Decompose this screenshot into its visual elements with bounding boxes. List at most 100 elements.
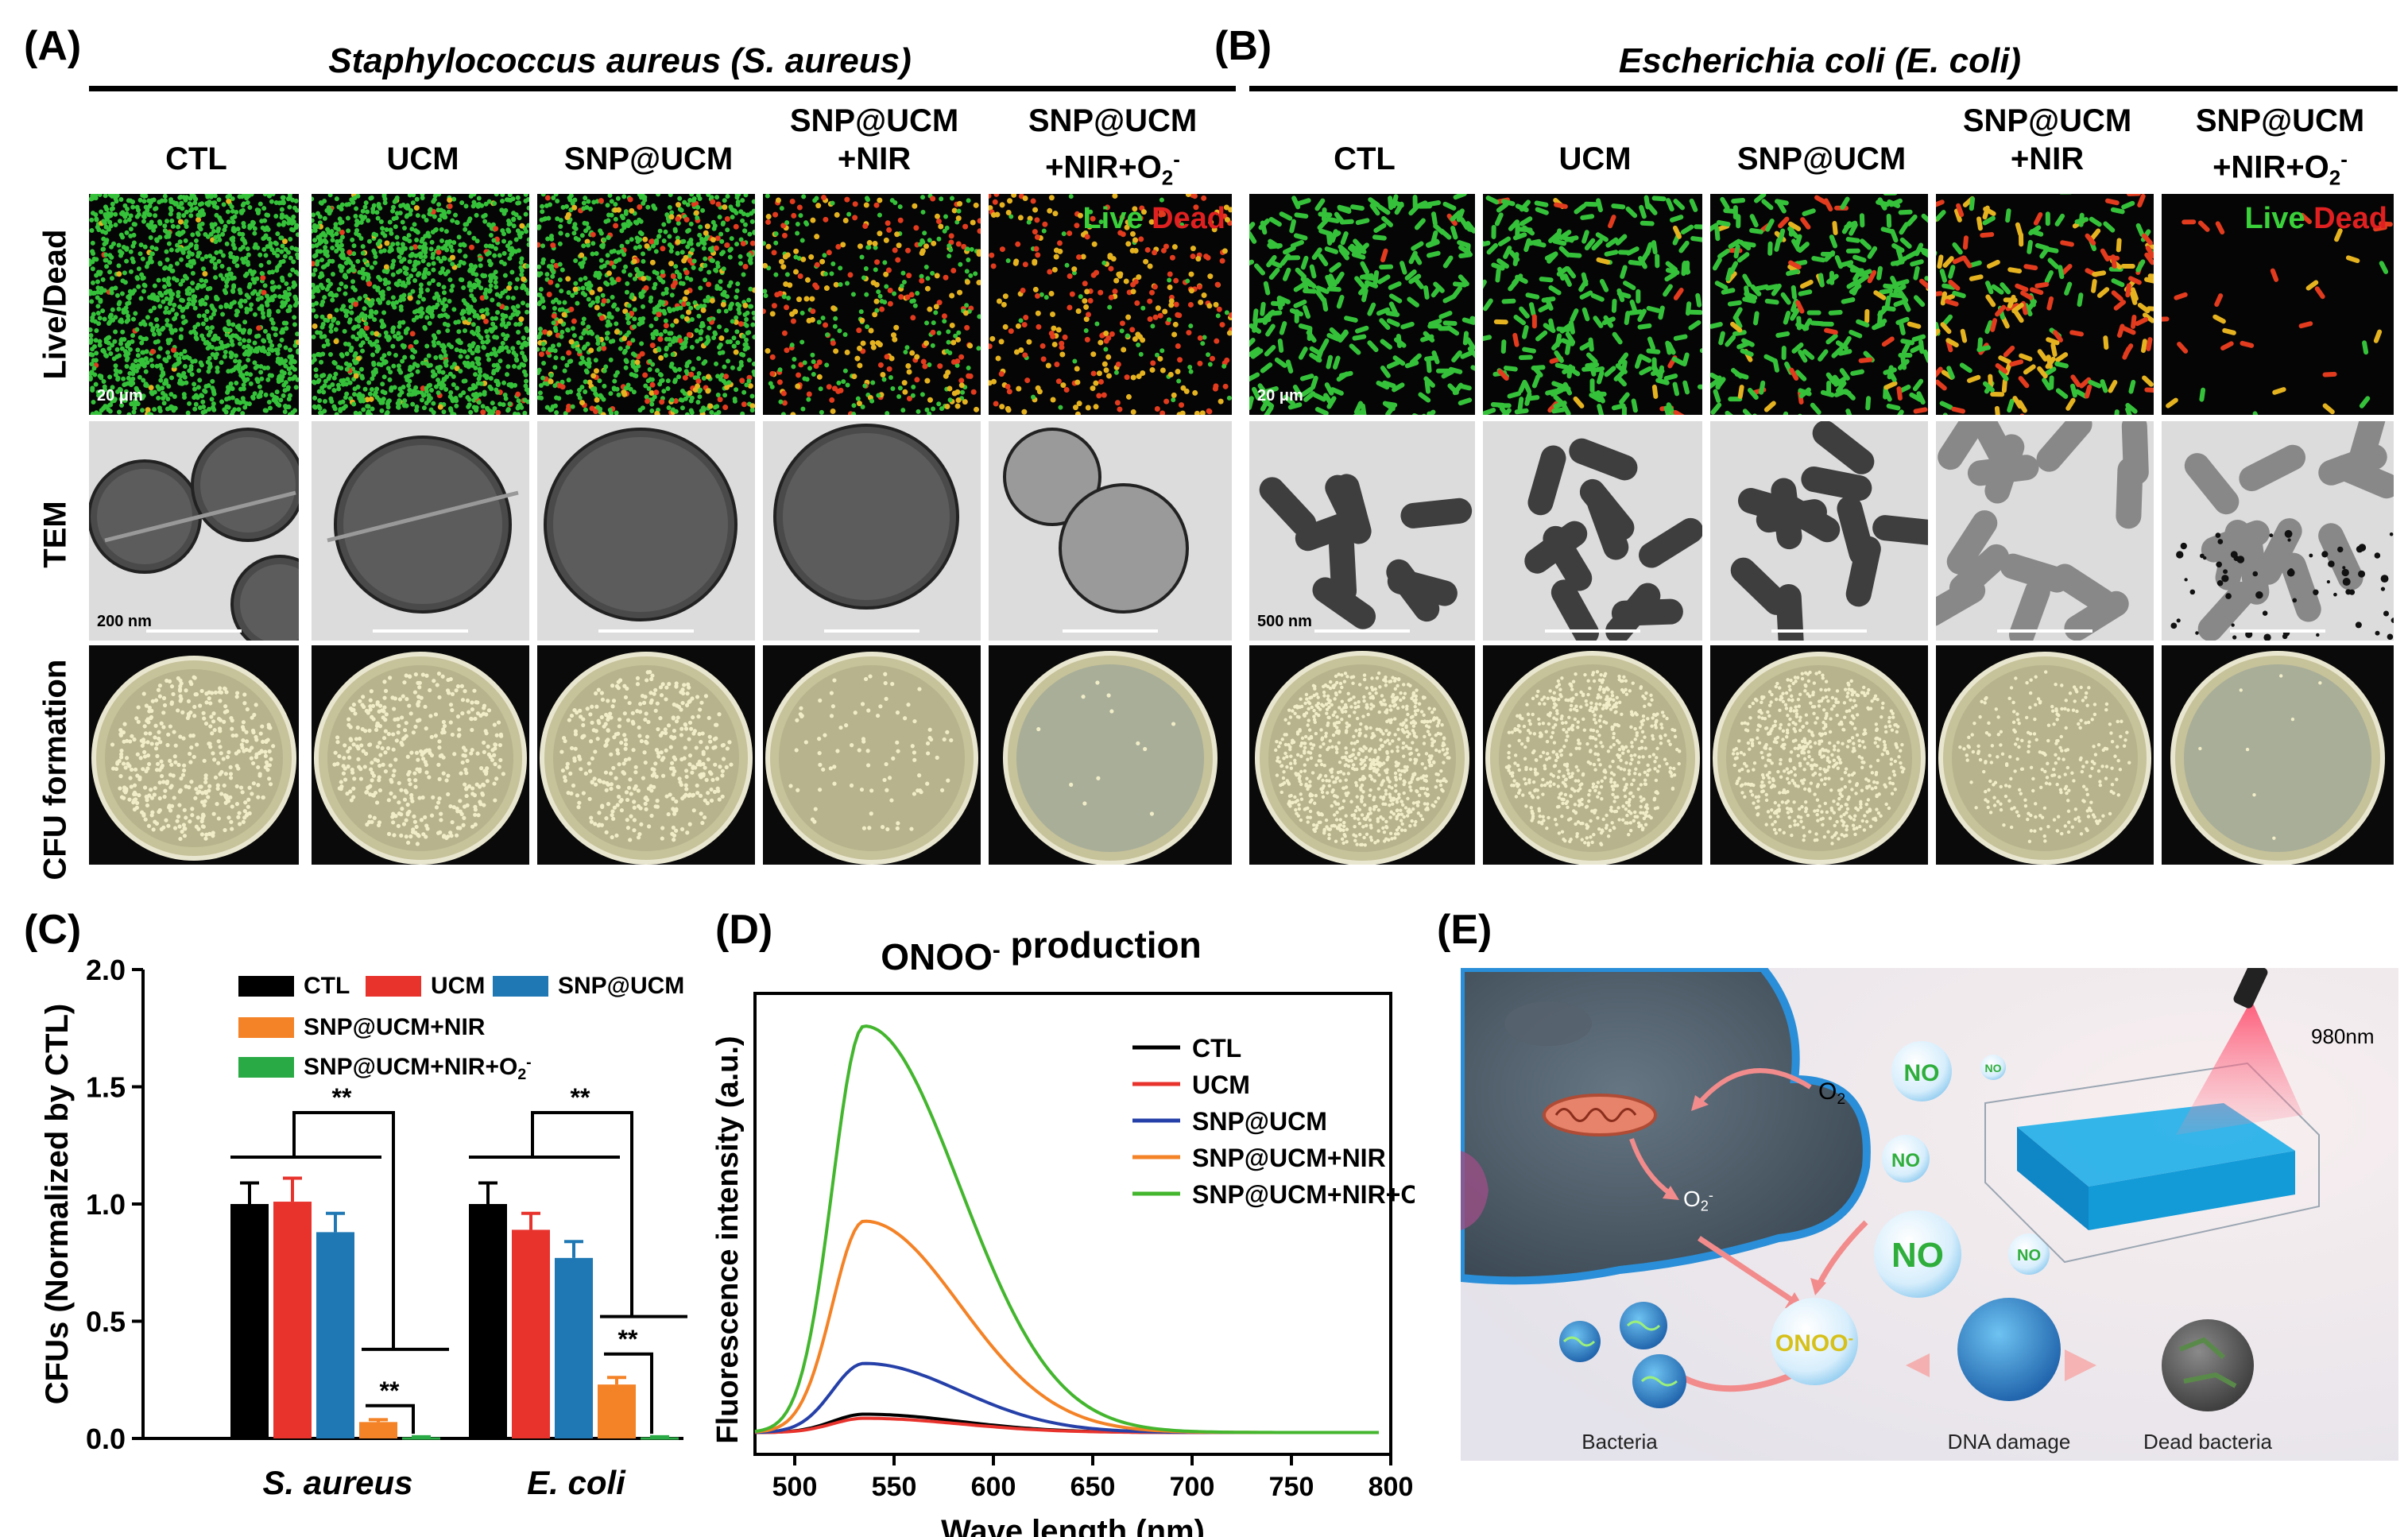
column-header-a-2: SNP@UCM [563, 141, 734, 176]
d-legend-label: UCM [1192, 1070, 1250, 1099]
b-cfu-image-3 [1936, 645, 2154, 865]
c-y-tick-label: 1.5 [86, 1071, 126, 1104]
no-label: NO [1904, 1060, 1940, 1086]
b-cfu-image-0 [1249, 645, 1475, 865]
d-x-tick-label: 800 [1369, 1472, 1414, 1502]
no-label: NO [1891, 1150, 1920, 1171]
a-live-dead-image-2 [537, 194, 755, 415]
c-y-tick-label: 2.0 [86, 954, 126, 986]
o2-label: O2 [1818, 1078, 1845, 1108]
dead-bacterium-icon [2162, 1319, 2254, 1411]
c-legend-swatch [238, 1057, 294, 1078]
c-y-tick-label: 0.5 [86, 1306, 126, 1338]
column-header-a-1: UCM [386, 141, 459, 176]
b-tem-image-0: 500 nm [1249, 421, 1475, 641]
b-tem-image-4 [2162, 421, 2394, 641]
no-bubble-large [1874, 1210, 1961, 1298]
d-x-axis-label: Wave length (nm) [941, 1514, 1205, 1537]
c-bar [555, 1257, 593, 1438]
column-header-b-0: CTL [1334, 141, 1396, 176]
cell-membrane [1461, 968, 1871, 1285]
d-x-tick-label: 650 [1070, 1472, 1116, 1502]
b-live-dead-image-4: Live Dead [2162, 194, 2394, 415]
d-plot-frame [753, 992, 1392, 1456]
c-bar [598, 1384, 636, 1438]
column-header-a-4: SNP@UCM +NIR+O2- [1028, 103, 1198, 190]
panel-b-title: Escherichia coli (E. coli) [1618, 41, 2022, 80]
c-legend-swatch [366, 976, 421, 997]
d-series-line [754, 1024, 1379, 1434]
o2-minus-label: O2- [1683, 1187, 1713, 1214]
c-bar [316, 1232, 354, 1438]
panel-a-title: Staphylococcus aureus (S. aureus) [328, 41, 912, 80]
bacteria-label: Bacteria [1581, 1430, 1658, 1454]
a-cfu-image-4 [989, 645, 1232, 865]
scale-bar-label: 500 nm [1257, 613, 1312, 630]
a-live-dead-image-1 [312, 194, 529, 415]
column-header-a-3: SNP@UCM +NIR [789, 103, 959, 176]
dna-damage-icon [1957, 1298, 2061, 1401]
c-y-tick-label: 0.0 [86, 1423, 126, 1455]
no-label: NO [1985, 1062, 2002, 1074]
c-significance-bracket [366, 1403, 415, 1434]
d-x-tick-label: 750 [1269, 1472, 1314, 1502]
column-header-b-1: UCM [1558, 141, 1632, 176]
dna-damage-label: DNA damage [1948, 1430, 2071, 1454]
a-tem-image-2 [537, 421, 755, 641]
d-x-tick-label: 600 [971, 1472, 1016, 1502]
panel-c-label: (C) [24, 907, 82, 953]
c-bar [230, 1204, 269, 1438]
a-cfu-image-2 [537, 645, 755, 865]
row-label-tem: TEM [37, 501, 73, 568]
mitochondrion-icon [1543, 1094, 1657, 1136]
a-live-dead-image-4: Live Dead [989, 194, 1232, 415]
d-legend-label: SNP@UCM+NIR [1192, 1144, 1386, 1172]
c-significance-mark: ** [380, 1376, 400, 1405]
column-header-b-4: SNP@UCM +NIR+O2- [2195, 103, 2365, 190]
c-bar [402, 1437, 440, 1440]
d-y-axis-label: Fluorescence intensity (a.u.) [711, 1036, 745, 1443]
no-bubble [1891, 1041, 1952, 1101]
arrow-o2-to-mito [1697, 1068, 1812, 1105]
panel-e-label: (E) [1437, 907, 1492, 953]
b-live-dead-image-1 [1483, 194, 1702, 415]
c-significance-bracket [604, 1352, 653, 1434]
panel-a-rule [89, 86, 1236, 91]
c-significance-mark: ** [332, 1083, 352, 1112]
organelle [1504, 1001, 1592, 1046]
no-label: NO [2017, 1247, 2041, 1264]
row-label-cfu: CFU formation [37, 659, 73, 881]
c-bar [359, 1422, 397, 1438]
column-header-a-0: CTL [165, 141, 227, 176]
c-legend-swatch [238, 1017, 294, 1038]
c-bar [641, 1437, 679, 1440]
c-bar [469, 1204, 507, 1438]
scale-bar-label: 200 nm [97, 613, 152, 630]
panel-e-schematic: O2 O2- NO NO NO NO NO 980nm ONOO- Bacter… [1461, 968, 2398, 1461]
panel-d-chart: ONOO- production 500 550 600 650 700 750 800 Wav… [711, 924, 1415, 1537]
a-tem-image-1 [312, 421, 529, 641]
b-live-dead-image-2 [1710, 194, 1928, 415]
c-legend-label: SNP@UCM+NIR+O2- [304, 1054, 532, 1083]
scale-bar-label: 20 μm [97, 387, 143, 405]
panel-b-label: (B) [1214, 23, 1272, 69]
a-cfu-image-3 [763, 645, 981, 865]
c-legend-label: SNP@UCM [558, 973, 684, 999]
c-bar [512, 1229, 550, 1438]
laser-device-icon [2233, 968, 2268, 1009]
live-dead-overlay: Live Dead [1082, 202, 1225, 235]
b-tem-image-1 [1483, 421, 1702, 641]
onoo-bubble [1771, 1298, 1858, 1385]
a-live-dead-image-0: 20 μm [89, 194, 299, 415]
live-dead-overlay: Live Dead [2244, 202, 2387, 235]
d-series-line [754, 1219, 1379, 1434]
panel-b-rule [1249, 86, 2398, 91]
panel-c-chart: 0.0 0.5 1.0 1.5 2.0 CFUs (Normalized by CTL) S… [40, 954, 687, 1501]
b-cfu-image-2 [1710, 645, 1928, 865]
b-tem-image-3 [1936, 421, 2154, 641]
b-live-dead-image-0: 20 μm [1249, 194, 1475, 415]
d-x-tick-label: 500 [772, 1472, 818, 1502]
c-significance-mark: ** [618, 1325, 638, 1353]
b-cfu-image-1 [1483, 645, 1702, 865]
c-category-label: S. aureus [262, 1464, 412, 1501]
